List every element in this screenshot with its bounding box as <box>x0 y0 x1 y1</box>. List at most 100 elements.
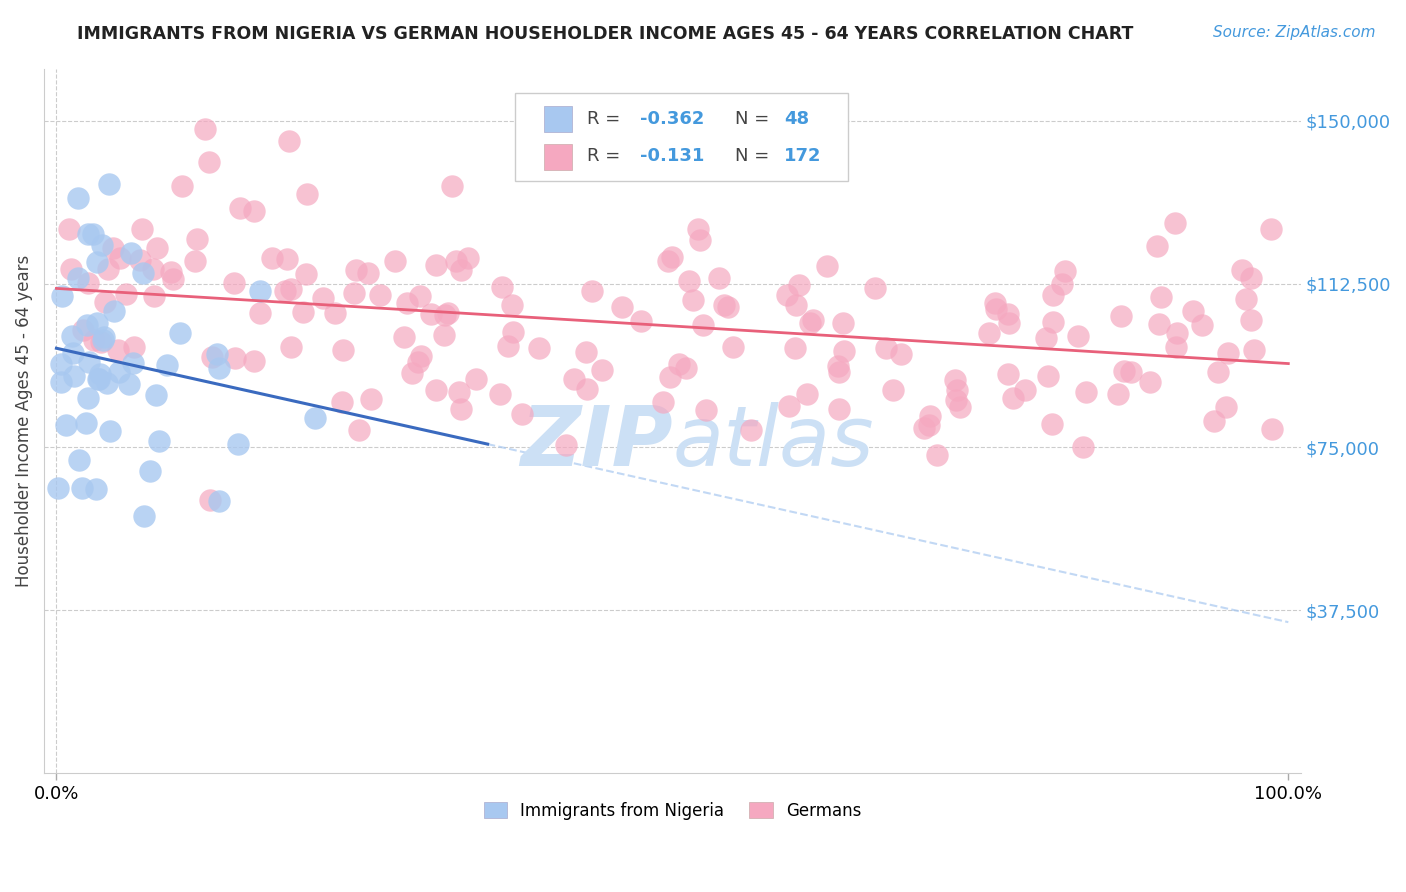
Text: R =: R = <box>586 147 626 165</box>
Point <box>1035 331 1057 345</box>
Point <box>1149 317 1171 331</box>
Text: N =: N = <box>735 147 775 165</box>
Point <box>1240 313 1263 327</box>
Point <box>1216 345 1239 359</box>
Point <box>1166 326 1188 341</box>
Point <box>789 277 811 292</box>
Point <box>785 341 807 355</box>
Point <box>274 284 297 298</box>
Point <box>465 372 488 386</box>
Point <box>280 281 302 295</box>
Point <box>721 340 744 354</box>
Point <box>90 334 112 349</box>
Point <box>249 285 271 299</box>
Point <box>51 375 73 389</box>
Text: Source: ZipAtlas.com: Source: ZipAtlas.com <box>1212 25 1375 40</box>
Point <box>226 437 249 451</box>
Point <box>395 295 418 310</box>
Point <box>510 407 533 421</box>
Point <box>60 261 83 276</box>
Point <box>1109 310 1132 324</box>
Text: R =: R = <box>586 110 626 128</box>
Point <box>450 401 472 416</box>
Point <box>527 341 550 355</box>
Point <box>1054 264 1077 278</box>
Point <box>107 366 129 380</box>
Point <box>489 387 512 401</box>
Point <box>66 190 89 204</box>
Point <box>148 434 170 448</box>
Point <box>1181 304 1204 318</box>
Point <box>1191 318 1213 332</box>
Point <box>208 361 231 376</box>
Point <box>827 359 849 374</box>
Point <box>610 300 633 314</box>
Point <box>184 253 207 268</box>
Point <box>554 438 576 452</box>
Point <box>131 221 153 235</box>
Text: -0.131: -0.131 <box>640 147 704 165</box>
FancyBboxPatch shape <box>544 106 572 132</box>
Point <box>243 354 266 368</box>
Point <box>89 371 111 385</box>
Point <box>208 493 231 508</box>
Point <box>87 372 110 386</box>
Point <box>118 377 141 392</box>
Point <box>692 318 714 333</box>
Point <box>997 367 1019 381</box>
Point <box>425 383 447 397</box>
Point <box>295 267 318 281</box>
Point <box>406 355 429 369</box>
Point <box>260 252 283 266</box>
Point <box>740 423 762 437</box>
Point <box>688 222 710 236</box>
Point <box>86 255 108 269</box>
Point <box>98 424 121 438</box>
Point <box>441 179 464 194</box>
Point <box>169 326 191 340</box>
Point <box>832 343 855 358</box>
Point <box>291 305 314 319</box>
Point <box>977 326 1000 340</box>
Point <box>678 274 700 288</box>
Text: 48: 48 <box>785 110 810 128</box>
Point <box>344 263 367 277</box>
Point <box>76 318 98 333</box>
Point <box>103 304 125 318</box>
Point <box>76 391 98 405</box>
Point <box>368 288 391 302</box>
Point <box>67 270 90 285</box>
Point <box>143 289 166 303</box>
Point <box>278 135 301 149</box>
Point <box>1164 217 1187 231</box>
Point <box>114 287 136 301</box>
Point <box>943 373 966 387</box>
Point <box>162 272 184 286</box>
Point <box>918 417 941 432</box>
Point <box>591 362 613 376</box>
Point <box>949 401 972 415</box>
Y-axis label: Householder Income Ages 45 - 64 years: Householder Income Ages 45 - 64 years <box>15 255 32 587</box>
Point <box>920 409 942 423</box>
Point <box>93 295 115 310</box>
Point <box>332 343 354 358</box>
Point <box>142 261 165 276</box>
Point <box>682 293 704 307</box>
Point <box>801 312 824 326</box>
Text: -0.362: -0.362 <box>640 110 704 128</box>
Point <box>457 252 479 266</box>
Point <box>1164 340 1187 354</box>
Point <box>72 323 94 337</box>
Point <box>1042 316 1064 330</box>
Point <box>224 351 246 365</box>
Point <box>89 367 111 381</box>
Point <box>1014 383 1036 397</box>
Point <box>97 262 120 277</box>
Point <box>658 370 681 384</box>
Point <box>160 265 183 279</box>
Point <box>194 122 217 136</box>
Legend: Immigrants from Nigeria, Germans: Immigrants from Nigeria, Germans <box>478 797 866 825</box>
Point <box>58 222 80 236</box>
Point <box>77 355 100 369</box>
Point <box>491 280 513 294</box>
